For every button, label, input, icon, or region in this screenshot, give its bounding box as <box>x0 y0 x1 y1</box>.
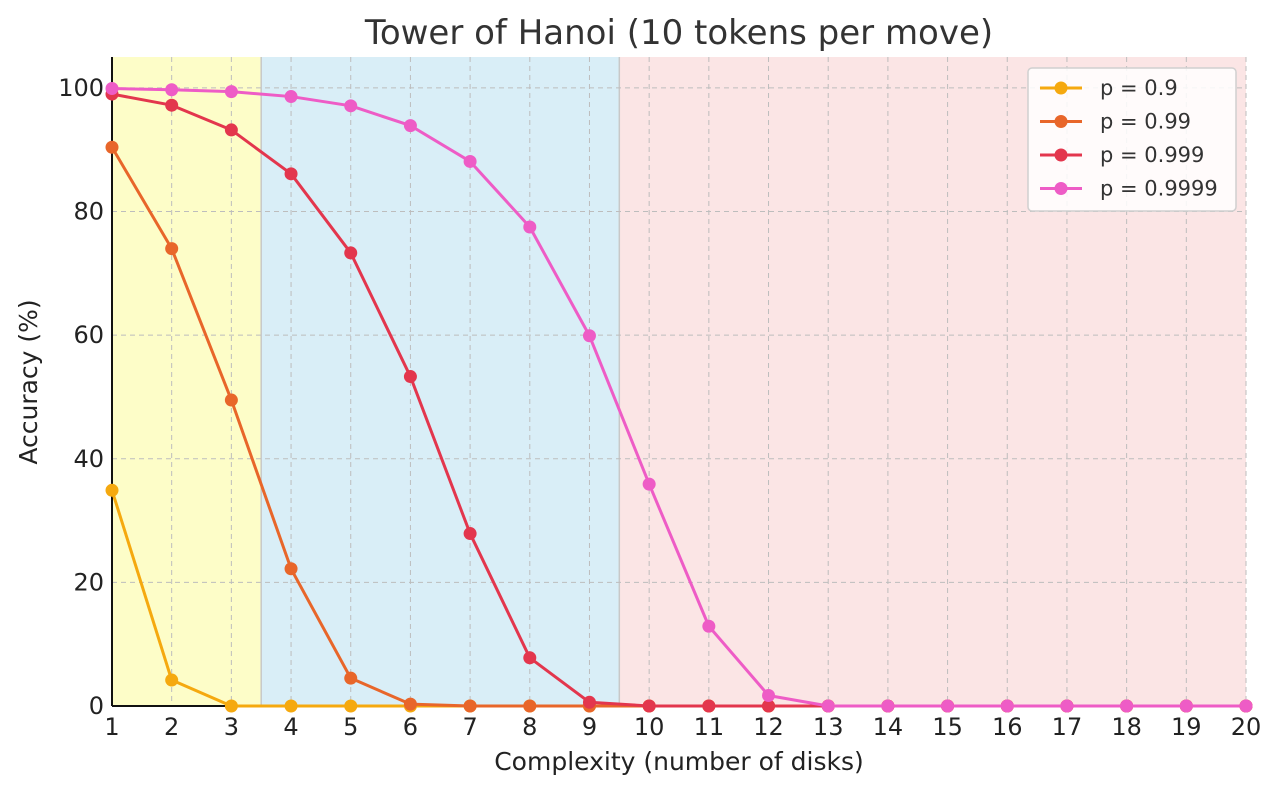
data-point <box>284 699 298 713</box>
data-point <box>523 220 537 234</box>
data-point <box>523 699 537 713</box>
data-point <box>224 85 238 99</box>
data-point <box>224 123 238 137</box>
x-tick-label: 14 <box>873 713 904 741</box>
data-point <box>403 370 417 384</box>
data-point <box>702 699 716 713</box>
legend-label: p = 0.99 <box>1100 110 1191 134</box>
data-point <box>284 167 298 181</box>
data-point <box>702 619 716 633</box>
legend-item: p = 0.999 <box>1040 143 1204 167</box>
data-point <box>403 119 417 133</box>
y-tick-label: 60 <box>73 321 104 349</box>
data-point <box>463 699 477 713</box>
x-tick-label: 18 <box>1111 713 1142 741</box>
data-point <box>344 246 358 260</box>
data-point <box>762 688 776 702</box>
y-axis-label: Accuracy (%) <box>14 299 43 464</box>
data-point <box>284 90 298 104</box>
data-point <box>344 99 358 113</box>
data-point <box>881 699 895 713</box>
legend-item: p = 0.9999 <box>1040 177 1218 201</box>
region-band-2 <box>261 57 620 706</box>
x-axis-label: Complexity (number of disks) <box>494 747 864 776</box>
legend-marker <box>1054 81 1068 95</box>
data-point <box>762 699 776 713</box>
x-tick-label: 3 <box>224 713 239 741</box>
tick-labels: 1 2 3 4 5 6 7 8 9 10 11 12 13 14 15 16 17 18 19 20020406080… <box>58 74 1261 741</box>
data-point <box>165 83 179 97</box>
data-point <box>463 527 477 541</box>
legend-marker <box>1054 115 1068 128</box>
data-point <box>165 673 179 687</box>
data-point <box>821 699 835 713</box>
data-point <box>165 242 179 256</box>
legend-label: p = 0.9999 <box>1100 177 1218 201</box>
x-tick-label: 1 <box>104 713 119 741</box>
x-tick-label: 6 <box>403 713 418 741</box>
data-point <box>523 651 537 665</box>
data-point <box>105 483 119 497</box>
legend-marker <box>1054 182 1068 195</box>
legend-item: p = 0.99 <box>1040 110 1191 134</box>
x-tick-label: 19 <box>1171 713 1202 741</box>
chart-title: Tower of Hanoi (10 tokens per move) <box>364 13 993 53</box>
x-tick-label: 7 <box>462 713 477 741</box>
x-tick-label: 13 <box>813 713 844 741</box>
data-point <box>105 140 119 154</box>
x-tick-label: 16 <box>992 713 1023 741</box>
x-tick-label: 4 <box>283 713 298 741</box>
data-point <box>344 699 358 713</box>
data-point <box>1060 699 1074 713</box>
x-tick-label: 10 <box>634 713 665 741</box>
data-point <box>224 393 238 407</box>
legend-label: p = 0.9 <box>1100 76 1178 100</box>
x-tick-label: 15 <box>932 713 963 741</box>
data-series <box>105 82 1253 713</box>
legend-label: p = 0.999 <box>1100 143 1204 167</box>
x-tick-label: 9 <box>582 713 597 741</box>
x-tick-label: 8 <box>522 713 537 741</box>
data-point <box>582 695 596 709</box>
data-point <box>463 154 477 168</box>
background-regions <box>112 57 1246 706</box>
legend-box <box>1027 67 1237 212</box>
data-point <box>1239 699 1253 713</box>
x-tick-label: 20 <box>1231 713 1262 741</box>
data-point <box>642 477 656 491</box>
data-point <box>1179 699 1193 713</box>
data-point <box>224 699 238 713</box>
x-tick-label: 11 <box>694 713 725 741</box>
x-tick-label: 5 <box>343 713 358 741</box>
data-point <box>582 329 596 343</box>
series-line <box>111 87 1246 708</box>
y-tick-label: 40 <box>73 445 104 473</box>
data-point <box>403 697 417 711</box>
data-point <box>1120 699 1134 713</box>
legend-item: p = 0.9 <box>1040 76 1178 100</box>
x-tick-label: 2 <box>164 713 179 741</box>
data-point <box>344 671 358 685</box>
data-point <box>1000 699 1014 713</box>
x-tick-label: 17 <box>1052 713 1083 741</box>
y-tick-label: 80 <box>73 198 104 226</box>
data-point <box>165 98 179 112</box>
legend-marker <box>1054 148 1068 162</box>
data-point <box>941 699 955 713</box>
legend: p = 0.9 p = 0.99 p = 0.999 p = 0.9999 <box>1027 67 1237 212</box>
x-tick-label: 12 <box>753 713 784 741</box>
data-point <box>105 82 119 96</box>
series-4 <box>105 82 1253 713</box>
region-band-1 <box>112 57 262 706</box>
y-tick-label: 0 <box>89 692 104 720</box>
y-tick-label: 100 <box>58 74 104 102</box>
data-point <box>284 562 298 576</box>
y-tick-label: 20 <box>73 568 104 596</box>
data-point <box>642 699 656 713</box>
